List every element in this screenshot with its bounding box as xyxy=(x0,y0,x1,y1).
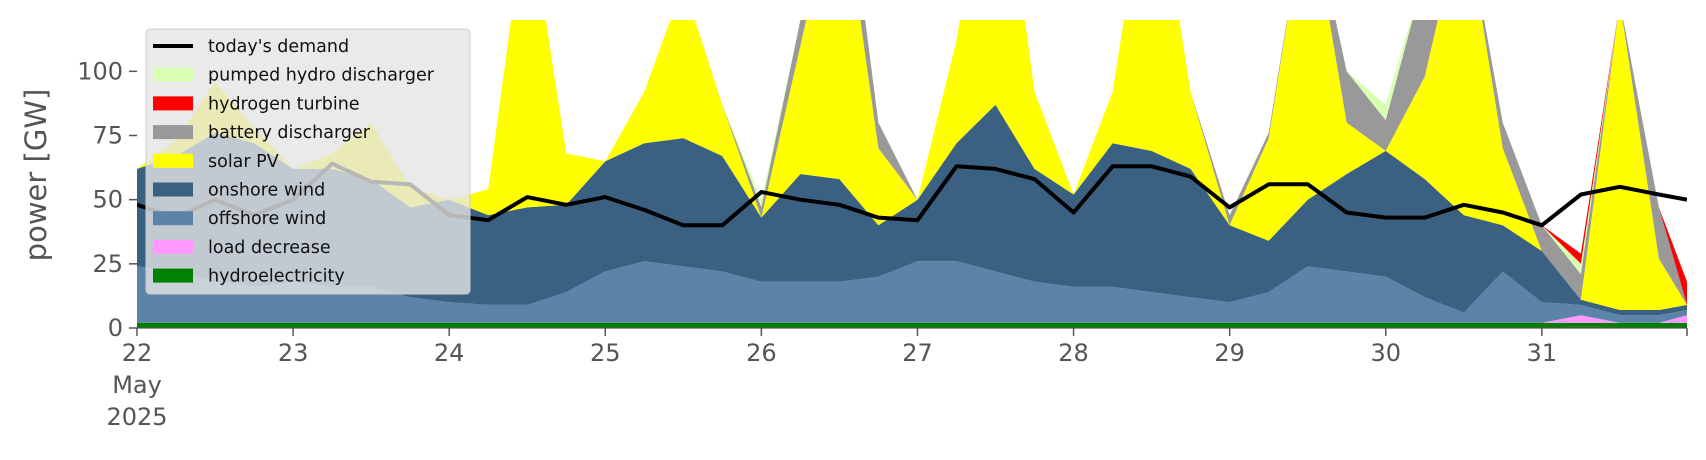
legend-box xyxy=(145,28,471,295)
legend-label: hydrogen turbine xyxy=(208,94,360,114)
legend-item-onshore-wind: onshore wind xyxy=(153,181,325,201)
legend-label: load decrease xyxy=(208,238,331,258)
legend-item-offshore-wind: offshore wind xyxy=(153,209,326,229)
y-tick-label: 75 xyxy=(92,122,123,150)
legend-label: today's demand xyxy=(208,37,349,57)
legend-item-battery-discharger: battery discharger xyxy=(153,123,371,143)
x-tick-label: 30 xyxy=(1370,339,1401,367)
legend-swatch xyxy=(153,211,193,226)
area-solar-pv xyxy=(137,20,1687,310)
area-onshore-wind xyxy=(137,104,1687,316)
y-axis-label: power [GW] xyxy=(19,89,53,262)
x-tick-label: 27 xyxy=(902,339,933,367)
axes: 0 25 50 75 100 22 May 2025 23 24 25 26 27 28 29 30 31 xyxy=(77,57,1688,431)
x-tick-label: 23 xyxy=(278,339,309,367)
x-tick-label: 22 xyxy=(122,339,153,367)
x-tick-label: 26 xyxy=(746,339,777,367)
legend-label: pumped hydro discharger xyxy=(208,66,435,86)
y-tick-label: 25 xyxy=(92,250,123,278)
legend-item-solar-pv: solar PV xyxy=(153,152,279,172)
y-tick-label: 100 xyxy=(77,57,123,85)
legend-item-pumped-hydro-discharger: pumped hydro discharger xyxy=(153,66,435,86)
legend-swatch xyxy=(153,239,193,254)
legend-swatch xyxy=(153,268,193,283)
x-tick-sublabel: May xyxy=(112,371,162,399)
legend-item-today-s-demand: today's demand xyxy=(153,37,349,57)
area-hydroelectricity xyxy=(137,322,1687,328)
y-tick-label: 0 xyxy=(108,314,123,342)
legend-label: onshore wind xyxy=(208,181,325,201)
legend-item-load-decrease: load decrease xyxy=(153,238,331,258)
legend-label: solar PV xyxy=(208,152,279,172)
legend-item-hydrogen-turbine: hydrogen turbine xyxy=(153,94,360,114)
x-tick-label: 25 xyxy=(590,339,621,367)
x-tick-label: 24 xyxy=(434,339,465,367)
x-tick-label: 29 xyxy=(1214,339,1245,367)
legend-item-hydroelectricity: hydroelectricity xyxy=(153,267,345,287)
legend-swatch xyxy=(153,153,193,168)
x-tick-sublabel: 2025 xyxy=(106,403,167,431)
area-offshore-wind xyxy=(137,261,1687,323)
legend-swatch xyxy=(153,182,193,197)
x-tick-label: 31 xyxy=(1527,339,1558,367)
y-tick-label: 50 xyxy=(92,186,123,214)
legend-label: battery discharger xyxy=(208,123,371,143)
legend-swatch xyxy=(153,96,193,111)
legend: today's demand pumped hydro discharger hyd… xyxy=(145,28,471,295)
legend-label: offshore wind xyxy=(208,209,326,229)
legend-swatch xyxy=(153,67,193,82)
legend-swatch xyxy=(153,125,193,140)
legend-label: hydroelectricity xyxy=(208,267,345,287)
stacked-areas xyxy=(137,20,1687,328)
x-tick-label: 28 xyxy=(1058,339,1089,367)
